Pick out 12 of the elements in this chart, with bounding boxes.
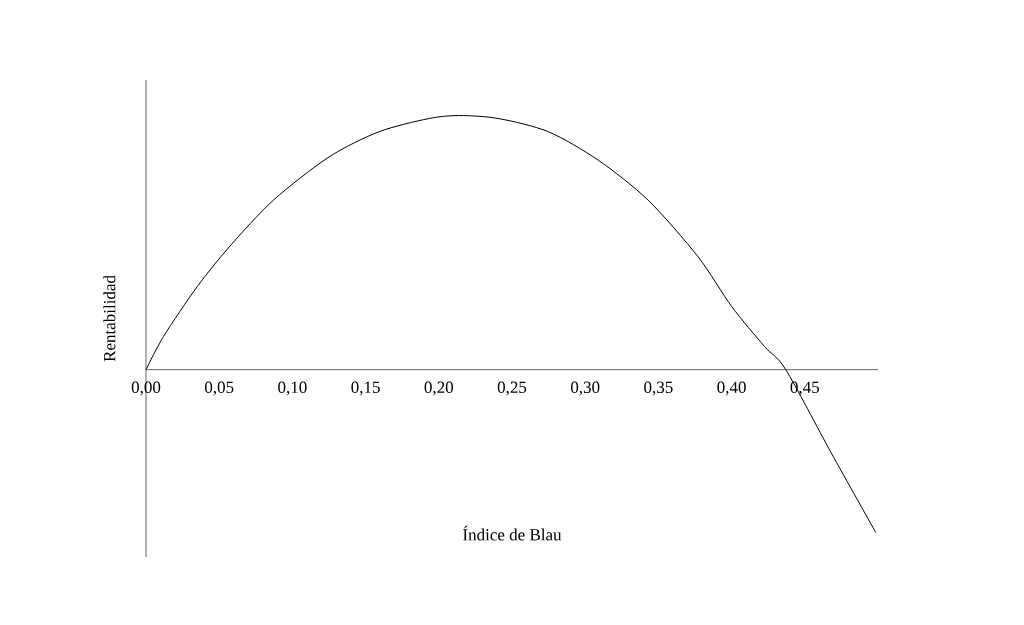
- x-axis-title: Índice de Blau: [463, 525, 562, 541]
- x-tick-label: 0,20: [424, 381, 454, 396]
- x-tick-label: 0,15: [351, 381, 380, 396]
- x-tick-label: 0,35: [644, 381, 673, 396]
- x-tick-label: 0,45: [790, 381, 820, 396]
- x-tick-label: 0,10: [278, 381, 307, 396]
- x-tick-label: 0,25: [497, 381, 527, 396]
- x-tick-label: 0,05: [204, 381, 234, 396]
- x-tick-label: 0,00: [131, 381, 161, 396]
- y-axis-title: Rentabilidad: [103, 275, 116, 362]
- x-tick-label: 0,30: [570, 381, 600, 396]
- x-tick-label: 0,40: [717, 381, 746, 396]
